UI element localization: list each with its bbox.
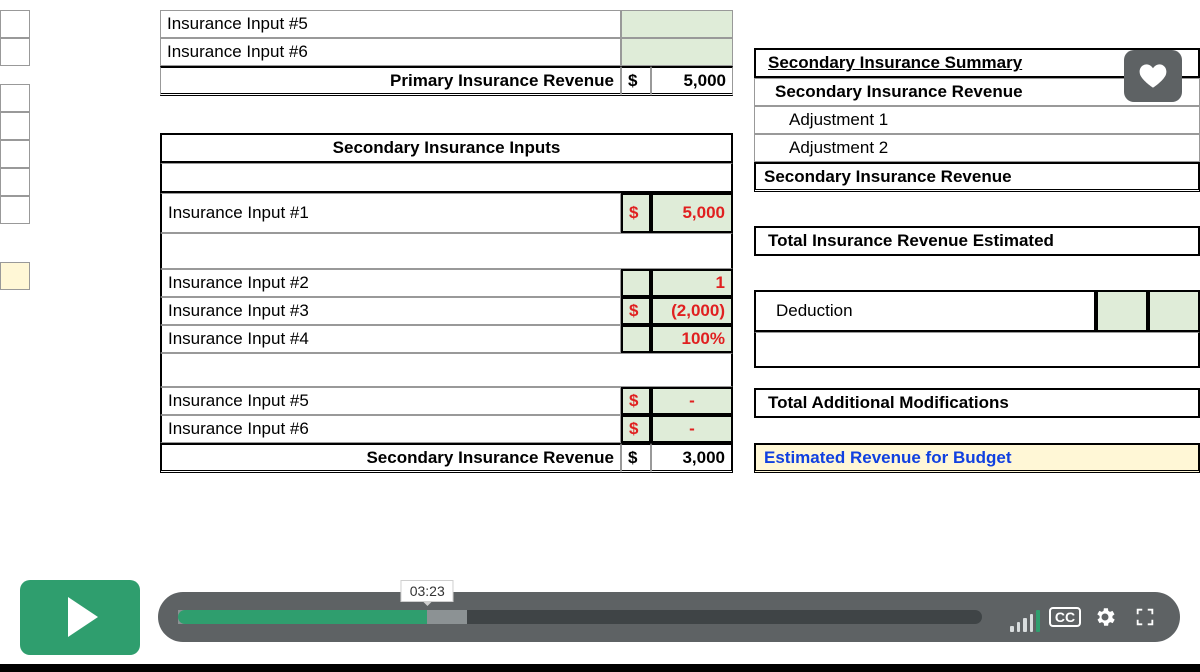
- time-text: 03:23: [410, 583, 445, 599]
- timeline-bar: 03:23 CC: [158, 592, 1180, 642]
- secondary-row-symbol[interactable]: $: [621, 193, 651, 233]
- secondary-header: Secondary Insurance Inputs: [160, 133, 733, 163]
- cc-label: CC: [1049, 607, 1081, 627]
- left-stub: [0, 196, 30, 224]
- total-mods: Total Additional Modifications: [754, 388, 1200, 418]
- progress-track[interactable]: 03:23: [178, 610, 982, 624]
- secondary-row-val[interactable]: (2,000): [651, 297, 733, 325]
- left-stub: [0, 10, 30, 38]
- secondary-row-symbol[interactable]: [621, 325, 651, 353]
- secondary-row-symbol[interactable]: $: [621, 297, 651, 325]
- fullscreen-button[interactable]: [1130, 602, 1160, 632]
- deduction-spacer: [754, 332, 1200, 368]
- video-controls: 03:23 CC: [0, 572, 1200, 662]
- deduction-val-2[interactable]: [1148, 290, 1200, 332]
- secondary-row-val[interactable]: 1: [651, 269, 733, 297]
- secondary-row-val[interactable]: 5,000: [651, 193, 733, 233]
- total-estimated: Total Insurance Revenue Estimated: [754, 226, 1200, 256]
- cc-button[interactable]: CC: [1050, 602, 1080, 632]
- secondary-spacer: [160, 233, 733, 269]
- secondary-row-symbol[interactable]: [621, 269, 651, 297]
- secondary-total-symbol: $: [621, 443, 651, 473]
- secondary-row-label: Insurance Input #2: [160, 269, 621, 297]
- estimated-budget: Estimated Revenue for Budget: [754, 443, 1200, 473]
- secondary-total-label: Secondary Insurance Revenue: [160, 443, 621, 473]
- secondary-row-label: Insurance Input #3: [160, 297, 621, 325]
- spreadsheet-view: Insurance Input #5 Insurance Input #6 Pr…: [0, 0, 1200, 510]
- secondary-spacer: [160, 353, 733, 387]
- settings-button[interactable]: [1090, 602, 1120, 632]
- left-stub: [0, 168, 30, 196]
- secondary-row-label: Insurance Input #6: [160, 415, 621, 443]
- secondary-row-val[interactable]: -: [651, 387, 733, 415]
- secondary-row-symbol[interactable]: $: [621, 387, 651, 415]
- left-stub: [0, 84, 30, 112]
- primary-total-value: 5,000: [651, 66, 733, 96]
- primary-row-val[interactable]: [621, 10, 733, 38]
- play-icon: [68, 597, 98, 637]
- summary-row: Adjustment 1: [754, 106, 1200, 134]
- bottom-bar: [0, 664, 1200, 672]
- primary-row-val[interactable]: [621, 38, 733, 66]
- summary-row: Adjustment 2: [754, 134, 1200, 162]
- secondary-row-val[interactable]: -: [651, 415, 733, 443]
- secondary-row-val[interactable]: 100%: [651, 325, 733, 353]
- volume-icon[interactable]: [1010, 602, 1040, 632]
- played-bar: [178, 610, 427, 624]
- primary-row-label: Insurance Input #6: [160, 38, 621, 66]
- summary-row: Secondary Insurance Revenue: [754, 162, 1200, 192]
- secondary-spacer: [160, 163, 733, 193]
- primary-total-symbol: $: [621, 66, 651, 96]
- secondary-row-label: Insurance Input #1: [160, 193, 621, 233]
- heart-button[interactable]: [1124, 50, 1182, 102]
- secondary-row-label: Insurance Input #4: [160, 325, 621, 353]
- secondary-total-value: 3,000: [651, 443, 733, 473]
- left-stub: [0, 262, 30, 290]
- secondary-row-symbol[interactable]: $: [621, 415, 651, 443]
- left-stub: [0, 140, 30, 168]
- left-stub: [0, 112, 30, 140]
- left-stub: [0, 38, 30, 66]
- time-tooltip: 03:23: [401, 580, 454, 602]
- deduction-label: Deduction: [754, 290, 1096, 332]
- deduction-val-1[interactable]: [1096, 290, 1148, 332]
- primary-total-label: Primary Insurance Revenue: [160, 66, 621, 96]
- secondary-row-label: Insurance Input #5: [160, 387, 621, 415]
- play-button[interactable]: [20, 580, 140, 655]
- primary-row-label: Insurance Input #5: [160, 10, 621, 38]
